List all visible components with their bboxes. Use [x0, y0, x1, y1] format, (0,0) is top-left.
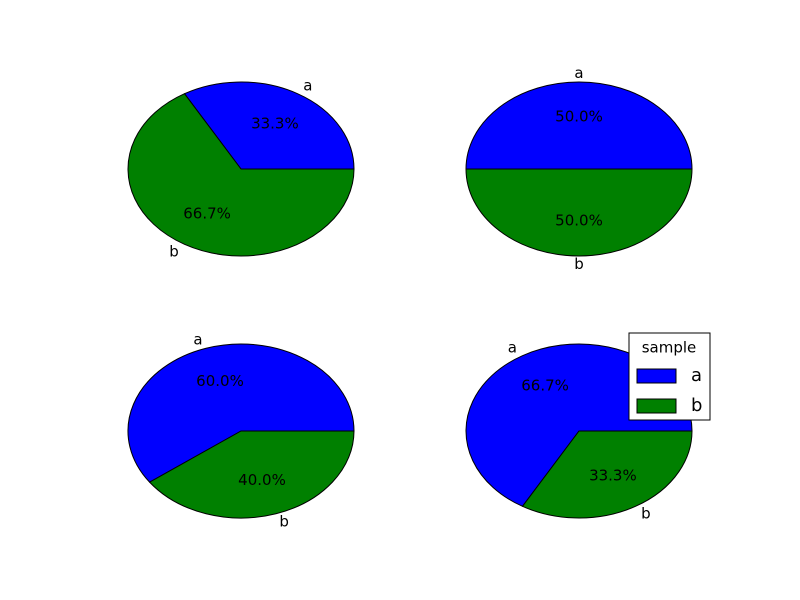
legend-swatch-b — [636, 398, 677, 414]
category-label-b: b — [574, 255, 584, 273]
wedge-b — [522, 430, 693, 519]
percent-label-a: 60.0% — [196, 372, 244, 390]
category-label-a: a — [193, 331, 202, 349]
percent-label-a: 66.7% — [521, 376, 569, 394]
percent-label-b: 33.3% — [589, 467, 637, 485]
category-label-b: b — [279, 513, 289, 531]
wedge-b — [127, 93, 355, 257]
category-label-a: a — [574, 64, 583, 82]
legend-label-a: a — [691, 365, 702, 386]
wedge-b — [149, 430, 355, 519]
pie-chart-3: 60.0% a 40.0% b — [127, 331, 355, 531]
category-label-b: b — [641, 504, 651, 522]
percent-label-b: 50.0% — [555, 212, 603, 230]
pie-chart-1: 33.3% a 66.7% b — [127, 77, 355, 260]
legend-label-b: b — [691, 395, 702, 416]
wedge-b — [465, 168, 693, 257]
pie-charts: 33.3% a 66.7% b 50.0% a 50.0% b 60.0% a 40.0% b 66.7… — [127, 64, 693, 531]
category-label-b: b — [169, 242, 179, 260]
percent-label-a: 33.3% — [251, 114, 299, 132]
pie-chart-2: 50.0% a 50.0% b — [465, 64, 693, 273]
wedge-a — [465, 81, 693, 170]
category-label-a: a — [508, 339, 517, 357]
percent-label-b: 40.0% — [238, 471, 286, 489]
legend-swatch-a — [636, 368, 677, 384]
legend: sample ab — [628, 332, 711, 421]
percent-label-b: 66.7% — [183, 205, 231, 223]
category-label-a: a — [303, 77, 312, 95]
legend-title: sample — [642, 339, 697, 357]
wedge-a — [184, 81, 355, 170]
wedge-a — [127, 343, 355, 483]
percent-label-a: 50.0% — [555, 107, 603, 125]
